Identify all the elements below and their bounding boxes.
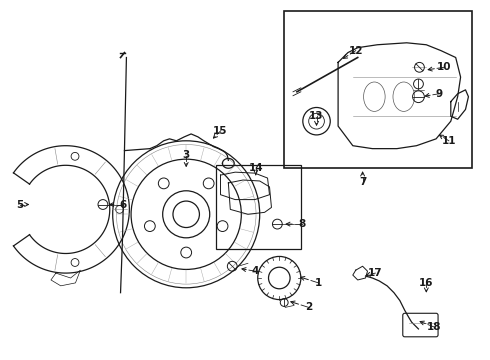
Text: 10: 10: [437, 62, 451, 72]
Bar: [216, 165, 301, 249]
Bar: [284, 12, 472, 168]
Text: 6: 6: [119, 199, 126, 210]
Text: 4: 4: [251, 266, 259, 276]
Text: 3: 3: [183, 150, 190, 161]
Text: 13: 13: [309, 111, 324, 121]
Text: 17: 17: [368, 268, 383, 278]
Text: 11: 11: [441, 136, 456, 146]
Text: 14: 14: [248, 163, 263, 173]
Text: 7: 7: [359, 177, 367, 187]
Text: 16: 16: [419, 278, 434, 288]
Text: 8: 8: [298, 219, 305, 229]
Text: 15: 15: [213, 126, 228, 136]
Text: 1: 1: [315, 278, 322, 288]
Text: 18: 18: [427, 322, 441, 332]
Text: 9: 9: [436, 89, 442, 99]
Text: 5: 5: [16, 199, 23, 210]
Text: 12: 12: [348, 46, 363, 56]
Text: 2: 2: [305, 302, 312, 312]
